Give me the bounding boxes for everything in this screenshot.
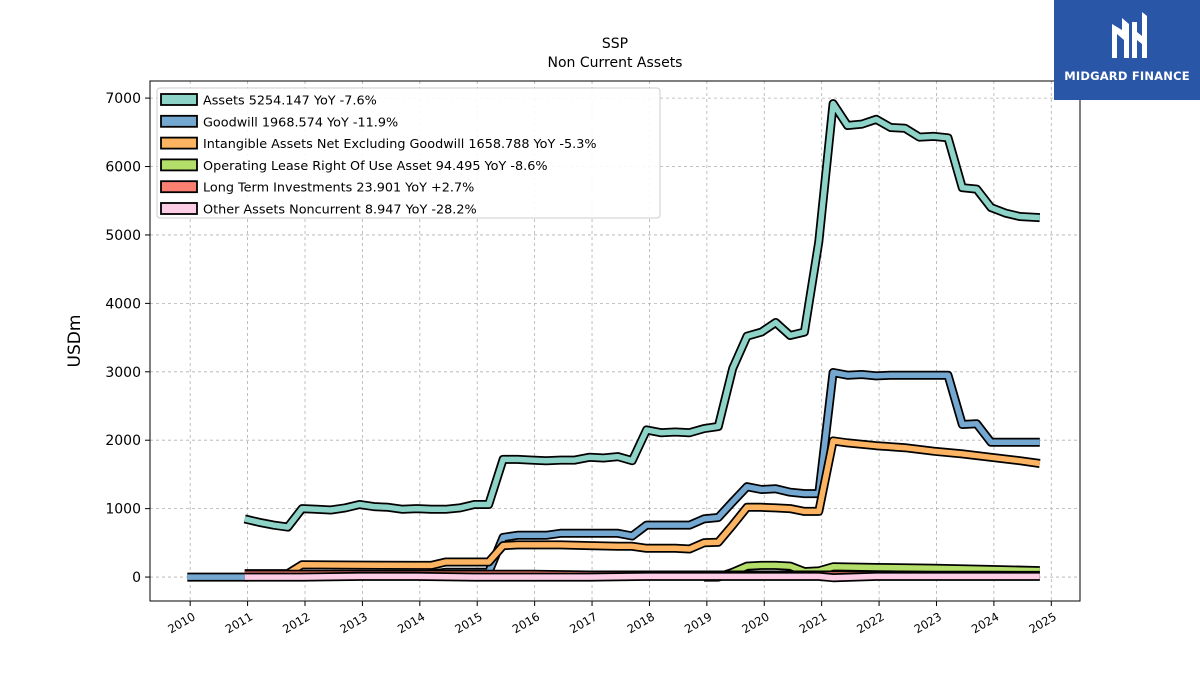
x-tick-label: 2021 xyxy=(797,609,829,636)
legend-label: Goodwill 1968.574 YoY -11.9% xyxy=(203,115,398,130)
midgard-logo-icon xyxy=(1112,12,1147,58)
legend-box xyxy=(156,87,661,219)
y-tick-label: 1000 xyxy=(105,502,141,518)
legend-swatch xyxy=(160,136,198,150)
series-line xyxy=(244,100,1040,530)
x-tick-label: 2015 xyxy=(452,609,484,636)
x-tick-label: 2018 xyxy=(625,609,657,636)
y-axis-label: USDm xyxy=(65,315,85,368)
legend-swatch xyxy=(160,202,198,215)
x-tick-label: 2022 xyxy=(854,609,886,636)
y-tick-label: 6000 xyxy=(105,160,141,176)
x-tick-label: 2020 xyxy=(739,609,771,636)
logo-text: MIDGARD FINANCE xyxy=(1064,69,1190,83)
legend-swatch xyxy=(160,93,198,106)
legend-label: Long Term Investments 23.901 YoY +2.7% xyxy=(203,181,474,196)
plot-frame xyxy=(149,80,1081,602)
x-tick-label: 2014 xyxy=(395,609,427,636)
chart-subtitle: Non Current Assets xyxy=(548,55,683,71)
x-tick-label: 2019 xyxy=(682,609,714,636)
y-tick-label: 7000 xyxy=(105,91,141,107)
y-tick-label: 0 xyxy=(132,570,141,586)
x-tick-label: 2025 xyxy=(1026,609,1058,636)
legend-label: Other Assets Noncurrent 8.947 YoY -28.2% xyxy=(203,203,477,218)
x-tick-label: 2010 xyxy=(165,609,197,636)
series-line xyxy=(244,438,1041,577)
legend-swatch xyxy=(160,180,198,194)
midgard-logo: MIDGARD FINANCE xyxy=(1054,0,1200,100)
x-tick-label: 2012 xyxy=(280,609,312,636)
chart-title: SSP xyxy=(602,36,628,52)
series-line xyxy=(244,573,1040,581)
y-tick-label: 3000 xyxy=(105,365,141,381)
x-tick-label: 2013 xyxy=(338,609,370,636)
y-tick-label: 4000 xyxy=(105,296,141,312)
y-tick-label: 2000 xyxy=(105,433,141,449)
legend-swatch xyxy=(160,114,198,128)
x-tick-label: 2024 xyxy=(969,609,1001,636)
legend-label: Intangible Assets Net Excluding Goodwill… xyxy=(203,137,597,152)
series-layer xyxy=(187,99,1041,583)
legend-swatch xyxy=(160,158,198,172)
x-tick-label: 2017 xyxy=(567,609,599,636)
series-line xyxy=(187,369,1040,580)
legend-label: Assets 5254.147 YoY -7.6% xyxy=(203,94,377,109)
x-tick-label: 2016 xyxy=(510,609,542,636)
y-tick-label: 5000 xyxy=(105,228,141,244)
legend: Assets 5254.147 YoY -7.6% Goodwill 1968.5… xyxy=(156,87,661,219)
x-tick-label: 2011 xyxy=(223,609,255,636)
legend-label: Operating Lease Right Of Use Asset 94.49… xyxy=(203,159,548,174)
x-tick-label: 2023 xyxy=(912,609,944,636)
